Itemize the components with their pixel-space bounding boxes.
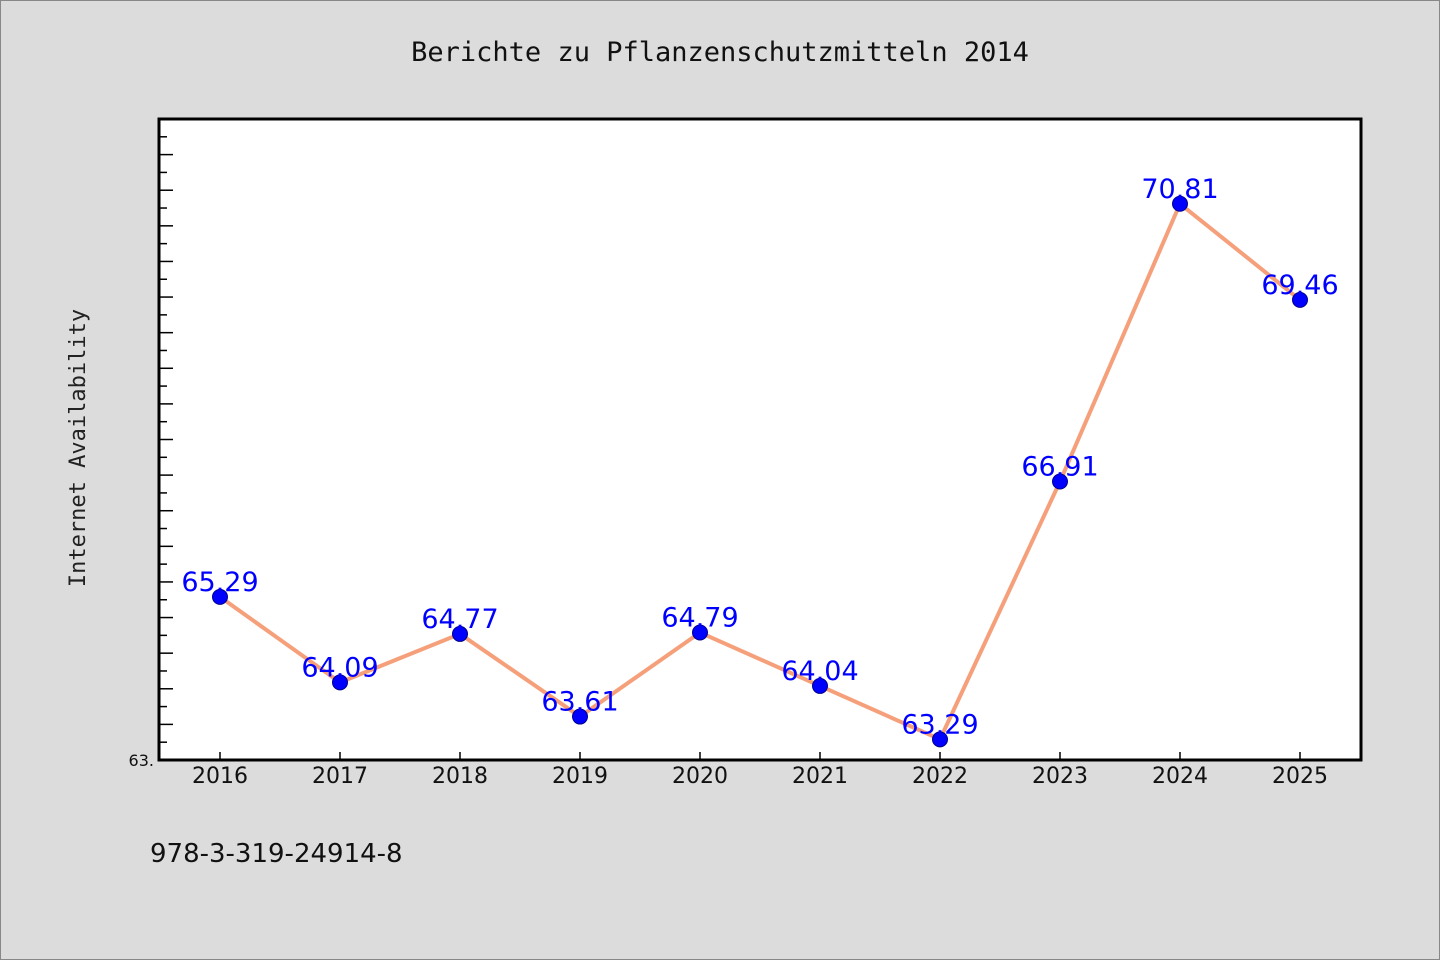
x-tick-label: 2019 [552, 764, 608, 789]
plot-area [157, 117, 1363, 762]
data-label: 64.04 [781, 656, 858, 687]
x-tick-label: 2022 [912, 764, 968, 789]
data-point [332, 674, 348, 691]
data-label: 64.09 [301, 652, 378, 683]
data-point [812, 677, 828, 694]
data-point [692, 624, 708, 641]
x-tick-label: 2018 [432, 764, 488, 789]
x-tick-label: 2021 [792, 764, 848, 789]
data-labels: 65.29 64.09 64.77 63.61 64.79 64.04 63.29 66.91… [181, 174, 1338, 741]
data-label: 66.91 [1021, 452, 1098, 483]
x-axis: 2016 2017 2018 2019 2020 2021 2022 2023 2024 2025 [192, 752, 1328, 789]
data-label: 70.81 [1141, 174, 1218, 205]
chart-title: Berichte zu Pflanzenschutzmitteln 2014 [411, 37, 1029, 68]
data-point [932, 731, 948, 748]
x-tick-label: 2020 [672, 764, 728, 789]
data-point [1172, 195, 1188, 212]
data-point [1052, 473, 1068, 490]
data-markers [212, 195, 1308, 748]
y-axis-ticks [159, 118, 173, 761]
y-axis-min-label: 63. [129, 751, 154, 770]
x-tick-label: 2024 [1152, 764, 1208, 789]
data-label: 64.79 [661, 603, 738, 634]
data-label: 69.46 [1261, 270, 1338, 301]
data-label: 65.29 [181, 567, 258, 598]
series-line-group [218, 201, 1302, 742]
y-axis-label: Internet Availability [66, 309, 91, 587]
data-point [452, 625, 468, 642]
data-point [212, 588, 228, 605]
x-tick-label: 2016 [192, 764, 248, 789]
data-label: 63.61 [541, 687, 618, 718]
data-point [572, 708, 588, 725]
data-point [1292, 291, 1308, 308]
series-line [218, 201, 1302, 742]
footnote: 978-3-319-24914-8 [150, 839, 403, 869]
x-tick-label: 2017 [312, 764, 368, 789]
x-tick-label: 2025 [1272, 764, 1328, 789]
data-label: 63.29 [901, 709, 978, 740]
x-tick-label: 2023 [1032, 764, 1088, 789]
data-label: 64.77 [421, 604, 498, 635]
